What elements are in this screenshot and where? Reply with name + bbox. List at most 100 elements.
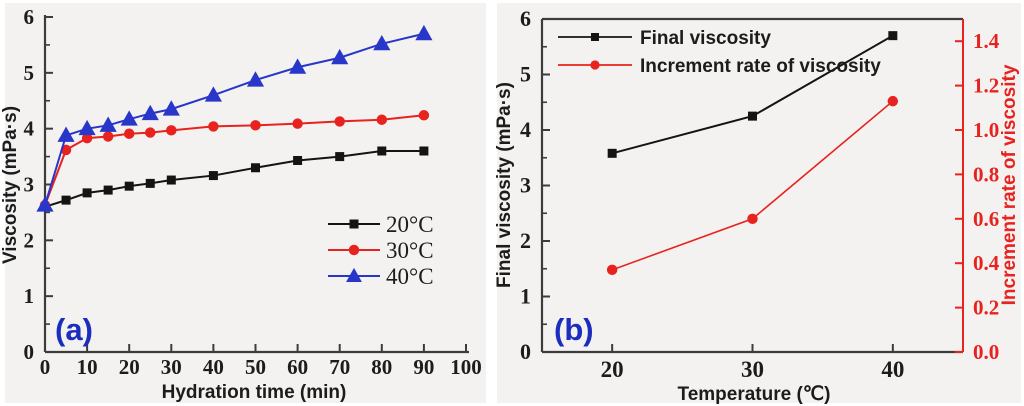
- series-line-1: [611, 100, 894, 271]
- series-marker-1: [747, 213, 758, 225]
- y-tick-label: 4: [24, 117, 35, 141]
- y-right-tick-label: 0.8: [973, 162, 999, 186]
- y-left-tick-label: 1: [520, 284, 531, 309]
- y-axis-right-title: Increment rate of viscosity: [999, 64, 1020, 305]
- series-marker-0: [888, 31, 898, 41]
- x-tick-label: 40: [203, 355, 224, 379]
- y-tick-label: 5: [24, 61, 35, 85]
- legend-label: 40°C: [386, 264, 434, 289]
- series-marker-0: [124, 181, 134, 191]
- x-tick-label: 10: [77, 355, 98, 379]
- legend-marker: [348, 244, 360, 256]
- series-marker-0: [103, 185, 113, 195]
- series-marker-0: [61, 195, 71, 205]
- legend-marker: [349, 219, 359, 229]
- legend-marker: [346, 267, 362, 282]
- series-marker-0: [251, 163, 260, 173]
- series-marker-1: [250, 120, 261, 131]
- y-right-tick-label: 0.4: [973, 251, 1000, 275]
- x-axis-title: Hydration time (min): [162, 382, 347, 403]
- series-marker-1: [102, 131, 114, 142]
- x-tick-label: 20: [601, 357, 624, 382]
- legend-label: 30°C: [386, 238, 434, 263]
- panel-a-background: [5, 3, 486, 403]
- series-marker-1: [606, 264, 618, 276]
- y-tick-label: 6: [24, 5, 35, 29]
- y-left-tick-label: 4: [520, 117, 531, 142]
- x-tick-label: 0: [40, 355, 51, 379]
- x-tick-label: 100: [450, 355, 482, 379]
- series-marker-0: [607, 148, 617, 158]
- legend-marker: [590, 60, 600, 70]
- x-tick-label: 50: [245, 355, 266, 379]
- series-marker-1: [166, 125, 177, 136]
- series-marker-1: [887, 95, 899, 107]
- y-left-tick-label: 0: [520, 339, 531, 364]
- series-marker-0: [377, 146, 387, 156]
- y-right-tick-label: 0.6: [973, 207, 999, 231]
- series-marker-2: [204, 86, 222, 102]
- series-marker-2: [120, 110, 138, 126]
- x-tick-label: 60: [287, 355, 308, 379]
- series-marker-2: [99, 116, 117, 132]
- y-left-tick-label: 2: [520, 228, 531, 253]
- y-left-tick-label: 3: [520, 173, 531, 198]
- y-tick-label: 0: [24, 340, 35, 364]
- x-tick-label: 30: [741, 357, 764, 382]
- y-axis-left-title: Final viscosity (mPa·s): [494, 82, 515, 288]
- legend-marker: [591, 33, 599, 41]
- y-right-tick-label: 0.2: [973, 296, 999, 320]
- series-marker-2: [246, 71, 265, 87]
- y-axis-title: Viscosity (mPa·s): [0, 106, 21, 264]
- series-marker-2: [36, 196, 54, 212]
- x-tick-label: 30: [161, 355, 182, 379]
- series-marker-0: [82, 188, 92, 198]
- x-tick-label: 90: [413, 355, 434, 379]
- y-right-tick-label: 1.0: [973, 118, 999, 142]
- x-tick-label: 40: [881, 357, 904, 382]
- y-right-tick-label: 0.0: [973, 340, 999, 364]
- x-tick-label: 70: [329, 355, 350, 379]
- series-marker-2: [57, 126, 75, 142]
- series-marker-1: [376, 114, 388, 125]
- panel-b-background: [497, 3, 1021, 403]
- chart-b-viscosity-vs-temperature: 20 30 40 0 1 2 3 4 5 6 0.0 0.2 0.4 0.6 0.8 1.0 1.2 1.4 Fin…: [494, 6, 1020, 405]
- series-marker-0: [748, 111, 757, 121]
- panel-label-b: (b): [554, 312, 594, 347]
- panel-label-a: (a): [55, 312, 93, 347]
- series-marker-1: [145, 127, 156, 138]
- series-line-0: [44, 150, 424, 208]
- x-tick-label: 80: [371, 355, 392, 379]
- series-marker-0: [419, 146, 429, 156]
- series-marker-0: [145, 178, 155, 188]
- y-right-tick-label: 1.2: [973, 74, 999, 98]
- series-marker-2: [331, 48, 349, 65]
- series-marker-2: [289, 58, 307, 74]
- series-marker-2: [78, 119, 96, 136]
- x-tick-label: 20: [119, 355, 140, 379]
- x-axis-title: Temperature (℃): [678, 384, 831, 405]
- series-marker-1: [81, 132, 93, 144]
- y-left-tick-label: 5: [520, 62, 531, 87]
- series-marker-1: [292, 118, 303, 129]
- y-tick-label: 2: [24, 228, 35, 252]
- legend-label: 20°C: [386, 212, 434, 237]
- series-marker-1: [208, 121, 219, 132]
- y-right-tick-label: 1.4: [973, 29, 1000, 53]
- series-marker-2: [141, 104, 159, 121]
- legend-label: Increment rate of viscosity: [640, 56, 881, 77]
- y-tick-label: 3: [24, 173, 35, 197]
- series-marker-2: [162, 100, 180, 116]
- legend-label: Final viscosity: [640, 28, 771, 49]
- series-marker-1: [334, 116, 345, 127]
- series-marker-0: [166, 175, 176, 185]
- series-marker-2: [415, 24, 433, 41]
- series-marker-1: [418, 110, 430, 121]
- series-marker-0: [335, 152, 345, 162]
- y-tick-label: 1: [24, 284, 35, 308]
- series-marker-1: [123, 128, 135, 139]
- series-marker-0: [293, 155, 303, 165]
- chart-a-viscosity-vs-hydration-time: 0 10 20 30 40 50 60 70 80 90 100 0 1 2 3 4 5 6 20°C30°C40°…: [0, 5, 482, 403]
- series-marker-2: [373, 34, 391, 51]
